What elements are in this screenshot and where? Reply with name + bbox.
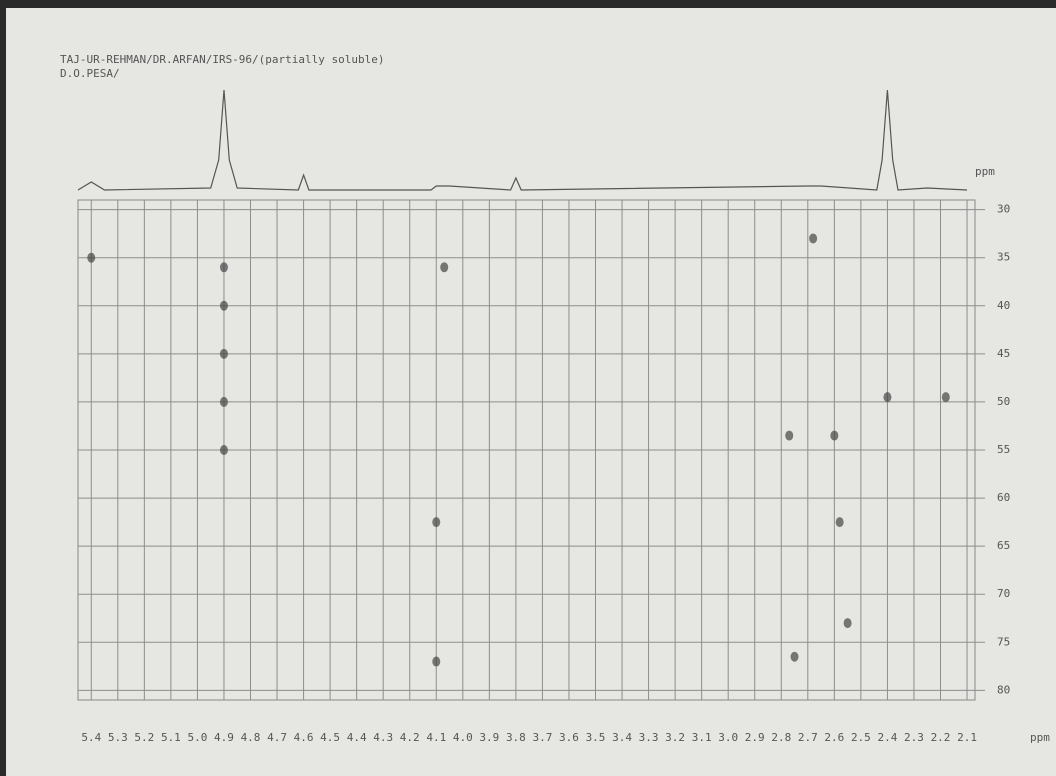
cross-peak	[87, 253, 95, 263]
cross-peak	[220, 445, 228, 455]
x-tick-label: 3.2	[665, 731, 685, 744]
cross-peak	[791, 652, 799, 662]
x-tick-label: 3.4	[612, 731, 632, 744]
cross-peak	[440, 262, 448, 272]
x-tick-label: 2.5	[851, 731, 871, 744]
y-tick-label: 65	[997, 539, 1010, 552]
y-tick-label: 50	[997, 395, 1010, 408]
cross-peak	[220, 301, 228, 311]
x-tick-label: 5.4	[81, 731, 101, 744]
y-tick-label: 80	[997, 683, 1010, 696]
y-tick-label: 35	[997, 251, 1010, 264]
cross-peak	[220, 262, 228, 272]
y-tick-label: 60	[997, 491, 1010, 504]
x-tick-label: 3.3	[639, 731, 659, 744]
y-tick-label: 45	[997, 347, 1010, 360]
x-tick-label: 3.8	[506, 731, 526, 744]
cross-peak	[883, 392, 891, 402]
x-tick-label: 2.2	[931, 731, 951, 744]
chart: TAJ-UR-REHMAN/DR.ARFAN/IRS-96/(partially…	[0, 0, 1056, 776]
x-tick-label: 2.9	[745, 731, 765, 744]
x-tick-label: 4.7	[267, 731, 287, 744]
x-tick-label: 3.0	[718, 731, 738, 744]
x-tick-label: 4.5	[320, 731, 340, 744]
cross-peak	[809, 233, 817, 243]
x-tick-label: 5.3	[108, 731, 128, 744]
cross-peak	[844, 618, 852, 628]
y-tick-label: 75	[997, 635, 1010, 648]
x-tick-label: 4.2	[400, 731, 420, 744]
page: TAJ-UR-REHMAN/DR.ARFAN/IRS-96/(partially…	[0, 0, 1056, 776]
x-tick-label: 3.9	[479, 731, 499, 744]
x-tick-label: 3.6	[559, 731, 579, 744]
y-axis-label: ppm	[975, 165, 995, 178]
x-tick-label: 5.1	[161, 731, 181, 744]
x-tick-label: 3.5	[586, 731, 606, 744]
x-axis-label: ppm	[1030, 731, 1050, 744]
x-tick-label: 2.1	[957, 731, 977, 744]
y-tick-label: 30	[997, 203, 1010, 216]
cross-peak	[432, 517, 440, 527]
x-tick-label: 4.9	[214, 731, 234, 744]
x-tick-label: 5.2	[134, 731, 154, 744]
x-tick-label: 4.3	[373, 731, 393, 744]
cross-peak	[830, 431, 838, 441]
x-tick-label: 4.6	[294, 731, 314, 744]
paper	[6, 8, 1056, 776]
x-tick-label: 4.8	[241, 731, 261, 744]
cross-peak	[432, 657, 440, 667]
y-tick-label: 55	[997, 443, 1010, 456]
x-tick-label: 2.3	[904, 731, 924, 744]
cross-peak	[836, 517, 844, 527]
cross-peak	[220, 397, 228, 407]
chart-title: TAJ-UR-REHMAN/DR.ARFAN/IRS-96/(partially…	[60, 53, 385, 66]
x-tick-label: 2.6	[824, 731, 844, 744]
x-tick-label: 4.0	[453, 731, 473, 744]
x-tick-label: 2.4	[877, 731, 897, 744]
chart-subtitle: D.O.PESA/	[60, 67, 120, 80]
y-tick-label: 70	[997, 587, 1010, 600]
cross-peak	[785, 431, 793, 441]
x-tick-label: 4.4	[347, 731, 367, 744]
cross-peak	[220, 349, 228, 359]
x-tick-label: 2.7	[798, 731, 818, 744]
x-tick-label: 3.7	[532, 731, 552, 744]
x-tick-label: 4.1	[426, 731, 446, 744]
x-tick-label: 2.8	[771, 731, 791, 744]
y-tick-label: 40	[997, 299, 1010, 312]
x-tick-label: 3.1	[692, 731, 712, 744]
cross-peak	[942, 392, 950, 402]
x-tick-label: 5.0	[187, 731, 207, 744]
